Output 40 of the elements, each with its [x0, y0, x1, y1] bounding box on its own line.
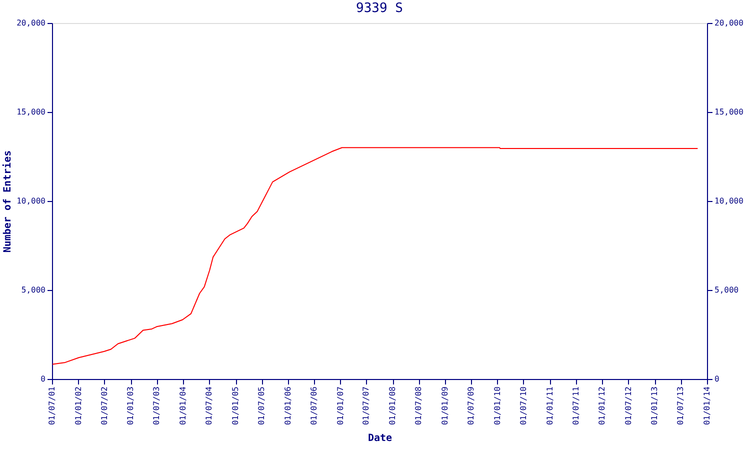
- y2-tick-label: 15,000: [714, 108, 744, 116]
- x-tick-label: 01/01/08: [388, 386, 398, 426]
- y-tick-label: 20,000: [16, 18, 46, 28]
- x-tick-label: 01/07/02: [100, 386, 109, 426]
- chart-title: 9339 S: [356, 1, 403, 16]
- x-tick-label: 01/07/04: [204, 386, 214, 426]
- x-tick-label: 01/07/10: [518, 386, 528, 426]
- x-tick-label: 01/01/07: [336, 386, 345, 426]
- x-tick-label: 01/07/01: [48, 386, 56, 426]
- x-tick-label: 01/07/07: [362, 386, 371, 426]
- x-tick-label: 01/01/13: [650, 386, 660, 426]
- x-tick-label: 01/07/09: [466, 386, 476, 426]
- x-tick-label: 01/01/05: [231, 386, 240, 426]
- y2-tick-label: 5,000: [714, 286, 739, 294]
- x-axis-title: Date: [368, 433, 392, 444]
- x-tick-label: 01/01/11: [545, 386, 554, 426]
- y-axis-title: Number of Entries: [2, 150, 14, 253]
- y2-tick-label: 20,000: [714, 18, 744, 28]
- x-tick-label: 01/01/02: [74, 386, 83, 426]
- y-tick-label: 10,000: [16, 196, 46, 206]
- x-tick-label: 01/07/12: [624, 386, 633, 426]
- x-tick-label: 01/07/13: [676, 386, 686, 426]
- x-tick-label: 01/01/04: [178, 386, 188, 426]
- x-tick-label: 01/07/06: [309, 386, 318, 426]
- y2-tick-label: 10,000: [714, 196, 744, 206]
- x-tick-label: 01/01/12: [598, 386, 607, 426]
- line-series: [52, 147, 698, 365]
- x-tick-label: 01/01/14: [702, 386, 712, 426]
- y-tick-label: 0: [40, 374, 46, 384]
- x-tick-label: 01/07/11: [571, 386, 580, 426]
- x-tick-label: 01/01/03: [126, 386, 136, 426]
- x-tick-label: 01/07/03: [152, 386, 162, 426]
- x-tick-label: 01/01/10: [492, 386, 502, 426]
- y-tick-label: 15,000: [16, 108, 46, 116]
- x-tick-label: 01/01/09: [440, 386, 450, 426]
- x-tick-label: 01/07/08: [414, 386, 424, 426]
- y2-tick-label: 0: [714, 374, 720, 384]
- x-tick-label: 01/01/06: [283, 386, 292, 426]
- y-tick-label: 5,000: [21, 286, 46, 294]
- x-tick-label: 01/07/05: [257, 386, 266, 426]
